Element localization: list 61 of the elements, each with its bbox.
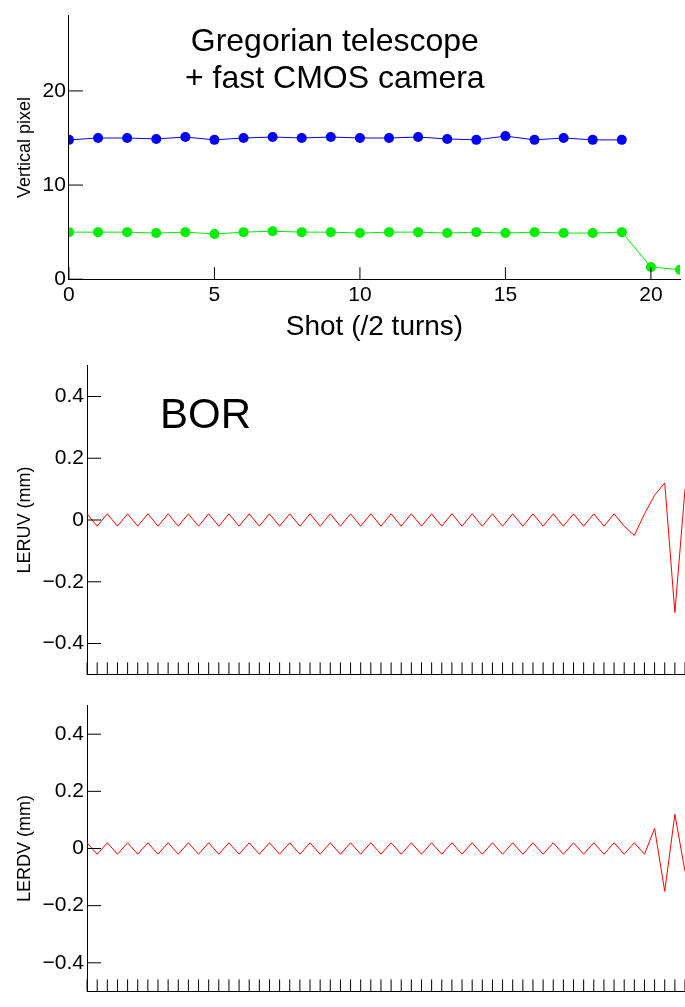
y-tick-label: −0.4 <box>42 630 85 654</box>
y-tick-label: 0 <box>54 266 66 289</box>
y-tick-label: 20 <box>42 77 66 101</box>
point <box>122 227 133 238</box>
x-axis-title: Shot (/2 turns) <box>285 309 464 341</box>
point <box>384 227 395 238</box>
point <box>500 131 511 142</box>
point <box>558 228 569 239</box>
point <box>500 228 511 239</box>
y-tick-label: 0.2 <box>54 445 85 469</box>
point <box>296 227 307 238</box>
point <box>267 226 278 237</box>
y-axis-title: LERDV (mm) <box>13 795 34 902</box>
x-tick-label: 20 <box>639 281 663 305</box>
y-tick-label: 0.2 <box>54 778 85 802</box>
point <box>325 132 336 143</box>
point <box>151 228 162 239</box>
x-tick-label: 5 <box>208 281 221 305</box>
point <box>122 132 133 143</box>
point <box>238 132 249 143</box>
y-axis-title: LERUV (mm) <box>13 466 34 574</box>
point <box>296 132 307 143</box>
point <box>267 132 278 143</box>
point <box>209 229 220 240</box>
y-tick-label: 0.4 <box>54 383 85 407</box>
x-tick-label: 10 <box>348 281 372 305</box>
annotation: Gregorian telescope + fast CMOS camera <box>185 22 485 96</box>
point <box>442 133 453 144</box>
point <box>354 132 365 143</box>
point <box>238 227 249 238</box>
point <box>413 227 424 238</box>
point <box>471 134 482 145</box>
point <box>93 227 104 238</box>
annotation: BOR <box>160 390 252 439</box>
point <box>529 134 540 145</box>
point <box>529 227 540 238</box>
y-tick-label: 0 <box>72 506 85 530</box>
x-tick-label: 15 <box>493 281 518 305</box>
y-tick-label: 0.4 <box>54 720 85 744</box>
point <box>413 132 424 143</box>
point <box>93 132 104 143</box>
point <box>384 132 395 143</box>
y-tick-label: 10 <box>42 171 66 195</box>
y-tick-label: −0.2 <box>42 568 85 592</box>
point <box>354 228 365 239</box>
point <box>558 132 569 143</box>
point <box>616 134 627 145</box>
point <box>325 227 336 238</box>
point <box>442 228 453 239</box>
point <box>209 134 220 145</box>
point <box>616 227 627 238</box>
y-tick-label: 0 <box>72 835 85 859</box>
y-tick-label: −0.4 <box>42 949 85 973</box>
point <box>587 134 598 145</box>
point <box>180 132 191 143</box>
y-tick-label: −0.2 <box>42 892 85 916</box>
point <box>587 228 598 239</box>
point <box>471 227 482 238</box>
point <box>180 227 191 238</box>
point <box>151 133 162 144</box>
y-axis-title: Vertical pixel <box>13 96 34 198</box>
